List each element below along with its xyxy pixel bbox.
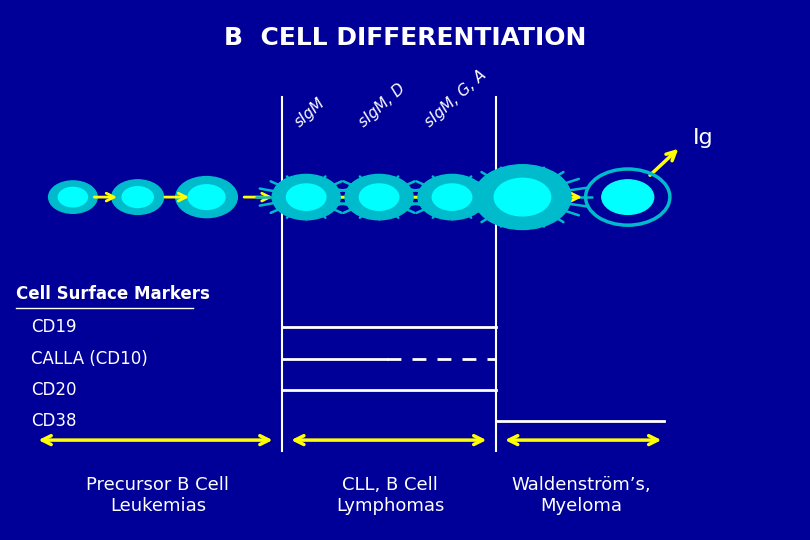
- Circle shape: [58, 187, 87, 207]
- Text: CD19: CD19: [31, 318, 76, 336]
- Text: CLL, B Cell
Lymphomas: CLL, B Cell Lymphomas: [336, 476, 445, 515]
- Text: B  CELL DIFFERENTIATION: B CELL DIFFERENTIATION: [224, 26, 586, 50]
- Text: sIgM: sIgM: [292, 95, 327, 130]
- Text: sIgM, G, A: sIgM, G, A: [421, 67, 489, 130]
- Text: Cell Surface Markers: Cell Surface Markers: [16, 285, 210, 303]
- Circle shape: [494, 178, 551, 216]
- Circle shape: [188, 185, 225, 210]
- Circle shape: [433, 184, 471, 210]
- Circle shape: [345, 174, 413, 220]
- Text: sIgM, D: sIgM, D: [356, 80, 408, 130]
- Circle shape: [112, 180, 164, 214]
- Text: CALLA (CD10): CALLA (CD10): [31, 350, 147, 368]
- Text: CD38: CD38: [31, 412, 76, 430]
- Circle shape: [49, 181, 97, 213]
- Circle shape: [602, 180, 654, 214]
- Circle shape: [360, 184, 399, 210]
- Circle shape: [272, 174, 340, 220]
- Text: Ig: Ig: [693, 127, 713, 148]
- Text: CD20: CD20: [31, 381, 76, 399]
- Circle shape: [474, 165, 571, 230]
- Circle shape: [418, 174, 486, 220]
- Circle shape: [176, 177, 237, 218]
- Circle shape: [122, 187, 153, 207]
- Text: Waldenström’s,
Myeloma: Waldenström’s, Myeloma: [512, 476, 651, 515]
- Circle shape: [287, 184, 326, 210]
- Text: Precursor B Cell
Leukemias: Precursor B Cell Leukemias: [87, 476, 229, 515]
